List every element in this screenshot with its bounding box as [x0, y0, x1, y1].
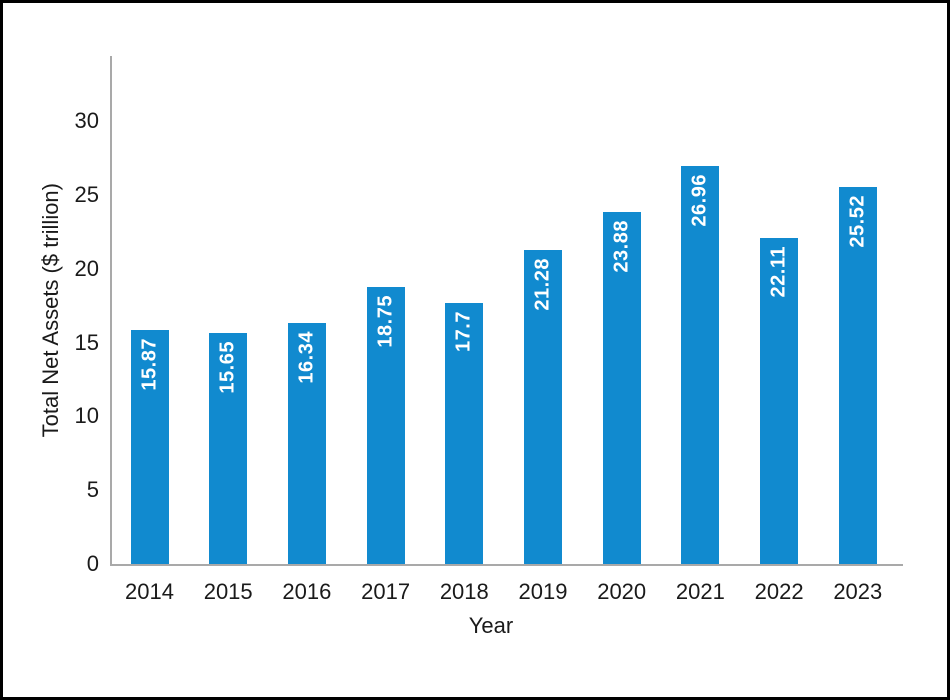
x-axis-line: [110, 564, 903, 566]
x-axis-title: Year: [468, 613, 514, 638]
y-tick-label-20: 20: [74, 255, 99, 281]
bar-value-label-2021: 26.96: [688, 174, 711, 227]
y-tick-label-5: 5: [86, 477, 99, 503]
x-tick-label-2016: 2016: [282, 579, 332, 604]
bar-2021: 26.96: [681, 166, 720, 564]
bar-value-label-2019: 21.28: [531, 258, 554, 311]
bar-value-label-2016: 16.34: [295, 330, 318, 384]
bar-value-label-2023: 25.52: [846, 195, 869, 249]
bar-2019: 21.28: [524, 250, 562, 564]
bar-value-label-2015: 15.65: [216, 341, 239, 394]
bar-2015: 15.65: [209, 333, 248, 564]
y-axis-title-text: Total Net Assets ($ trillion): [38, 183, 63, 438]
x-tick-label-2021: 2021: [675, 579, 725, 604]
x-tick-label-2020: 2020: [597, 579, 647, 604]
bar-2014: 15.87: [130, 329, 169, 564]
y-tick-label-15: 15: [74, 329, 99, 355]
y-tick-label-25: 25: [74, 182, 99, 208]
bar-value-label-2018: 17.7: [452, 310, 475, 352]
y-tick-label-10: 10: [74, 403, 99, 429]
x-tick-label-2022: 2022: [754, 579, 804, 604]
bar-2022: 22.11: [760, 237, 799, 564]
y-tick-label-0: 0: [86, 551, 99, 576]
bar-value-label-2020: 23.88: [610, 219, 633, 273]
bar-2016: 16.34: [287, 322, 326, 564]
bar-2017: 18.75: [366, 287, 405, 564]
y-axis-line: [110, 56, 112, 566]
x-tick-label-2017: 2017: [361, 579, 411, 604]
x-tick-label-2014: 2014: [125, 579, 174, 604]
x-tick-label-2023: 2023: [833, 579, 883, 604]
x-tick-label-2018: 2018: [439, 579, 489, 604]
x-tick-label-2019: 2019: [518, 579, 568, 604]
x-tick-label-2015: 2015: [203, 579, 253, 604]
bar-value-label-2017: 18.75: [374, 295, 397, 348]
bar-value-label-2022: 22.11: [767, 245, 790, 298]
y-tick-label-30: 30: [74, 108, 99, 134]
bar-2023: 25.52: [838, 187, 877, 564]
bar-2020: 23.88: [602, 211, 641, 564]
bar-value-label-2014: 15.87: [138, 337, 160, 391]
bar-2018: 17.7: [445, 302, 484, 564]
